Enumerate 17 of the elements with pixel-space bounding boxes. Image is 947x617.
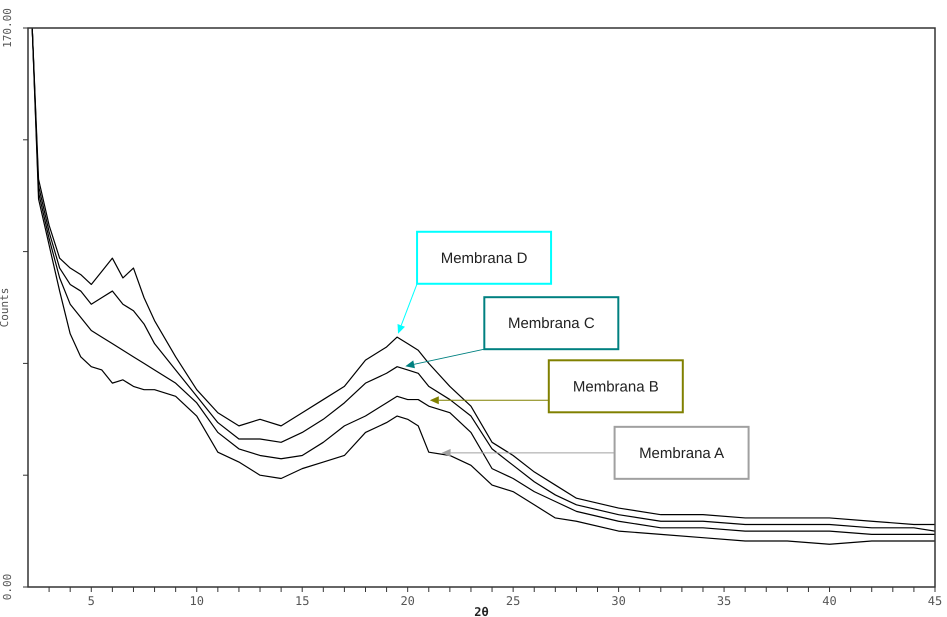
x-tick-label: 5 (88, 594, 95, 608)
y-tick-label: 170.00 (1, 8, 14, 48)
x-tick-label: 40 (822, 594, 837, 608)
x-tick-label: 10 (190, 594, 204, 608)
y-axis-title: Counts (0, 288, 11, 328)
y-tick-label: 0.00 (1, 574, 14, 600)
annotation: Membrana C (508, 315, 595, 332)
annotation: Membrana B (572, 378, 659, 396)
x-tick-label: 45 (928, 594, 942, 608)
annotation: Membrana D (440, 250, 528, 267)
x-tick-label: 35 (716, 594, 732, 608)
x-tick-label: 15 (294, 594, 310, 608)
x-tick-label: 25 (506, 594, 520, 608)
x-tick-label: 30 (611, 594, 626, 608)
x-tick-label: 20 (400, 594, 415, 608)
annotation: Membrana A (639, 444, 724, 462)
x-axis-title: 2θ (474, 605, 489, 617)
